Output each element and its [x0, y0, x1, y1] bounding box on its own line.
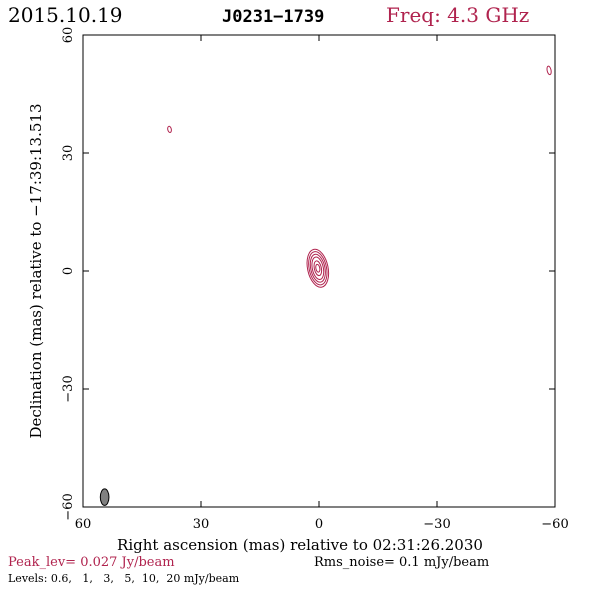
contour-core	[315, 263, 321, 273]
source-name: J0231−1739	[222, 7, 324, 27]
x-axis-label: Right ascension (mas) relative to 02:31:…	[117, 536, 483, 554]
contour-core	[306, 248, 330, 288]
frequency-label: Freq: 4.3 GHz	[386, 3, 529, 27]
contour-levels: Levels: 0.6, 1, 3, 5, 10, 20 mJy/beam	[8, 572, 240, 585]
y-tick-label: 60	[61, 27, 76, 44]
x-tick-label: 0	[315, 517, 323, 532]
y-tick-label: −60	[61, 493, 76, 520]
x-tick-label: −60	[541, 517, 568, 532]
x-tick-label: 30	[193, 517, 210, 532]
contour-blob-2	[546, 65, 552, 76]
y-tick-label: 30	[61, 145, 76, 162]
y-tick-label: 0	[61, 267, 76, 275]
contours	[167, 65, 552, 288]
x-tick-label: 60	[75, 517, 92, 532]
peak-level: Peak_lev= 0.027 Jy/beam	[8, 555, 175, 570]
beam-ellipse	[99, 488, 110, 506]
axis-ticks	[82, 34, 556, 508]
contour-core	[311, 256, 325, 280]
x-tick-label: −30	[423, 517, 450, 532]
rms-noise: Rms_noise= 0.1 mJy/beam	[314, 555, 489, 570]
contour-core	[313, 260, 323, 277]
y-tick-labels: −60 −30 0 30 60	[61, 27, 76, 521]
contour-blob-1	[167, 125, 172, 133]
y-axis-label: Declination (mas) relative to −17:39:13.…	[27, 103, 45, 438]
contour-core	[309, 253, 326, 283]
plot-frame	[82, 34, 556, 508]
x-tick-labels: 60 30 0 −30 −60	[75, 517, 569, 532]
y-tick-label: −30	[61, 375, 76, 402]
date-label: 2015.10.19	[8, 3, 123, 27]
contour-core	[308, 251, 328, 286]
beam	[99, 488, 110, 506]
